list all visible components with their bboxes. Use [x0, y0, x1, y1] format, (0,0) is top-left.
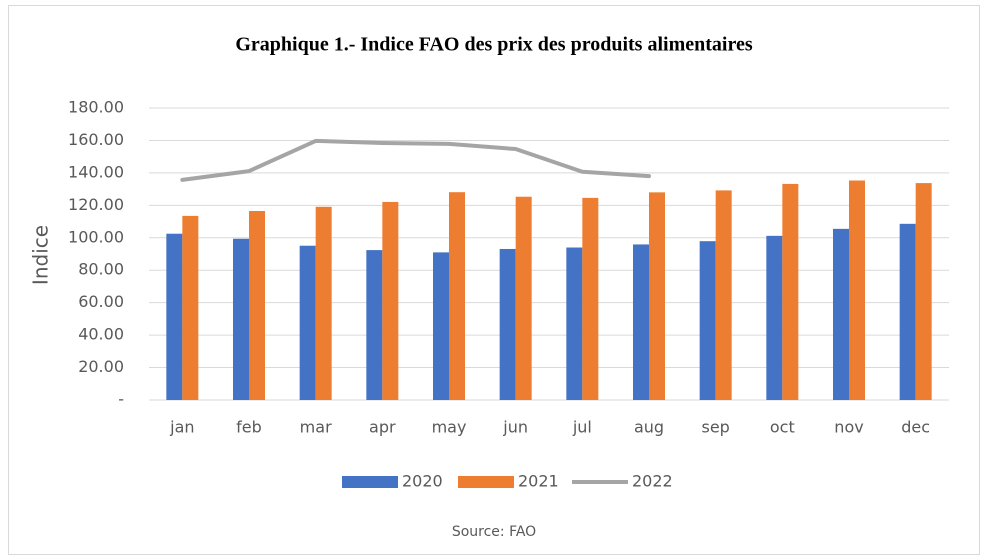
legend-swatch	[342, 476, 398, 488]
y-tick-label: 40.00	[78, 325, 124, 344]
y-tick-label: 60.00	[78, 292, 124, 311]
x-tick-label: jan	[169, 418, 194, 437]
bar	[433, 252, 449, 400]
y-tick-label: 160.00	[68, 130, 124, 149]
x-tick-label: nov	[834, 418, 863, 437]
bar	[566, 247, 583, 400]
x-tick-label: aug	[634, 418, 664, 437]
bar	[499, 248, 516, 400]
bar	[166, 233, 183, 400]
bar	[766, 235, 783, 400]
bar	[649, 192, 665, 400]
legend-swatch	[458, 476, 514, 488]
y-tick-label: 100.00	[68, 227, 124, 246]
x-tick-label: oct	[770, 418, 795, 437]
bar	[315, 206, 332, 400]
x-tick-label: jul	[572, 418, 592, 437]
bar	[233, 238, 249, 400]
x-tick-label: may	[432, 418, 467, 437]
x-tick-label: mar	[300, 418, 332, 437]
bar	[382, 201, 399, 400]
bar	[899, 223, 916, 400]
bar	[449, 192, 465, 400]
y-tick-label: 80.00	[78, 260, 124, 279]
bar	[915, 183, 932, 400]
y-tick-label: 140.00	[68, 162, 124, 181]
bar	[515, 196, 532, 400]
legend-label: 2022	[632, 472, 673, 491]
x-tick-label: apr	[369, 418, 396, 437]
bar	[299, 245, 316, 400]
line	[180, 138, 651, 182]
x-tick-label: jun	[502, 418, 528, 437]
source: Source: FAO	[452, 524, 536, 540]
bar	[582, 197, 599, 400]
y-tick-label: 20.00	[78, 357, 124, 376]
bar	[849, 180, 865, 400]
y-tick-label: 120.00	[68, 195, 124, 214]
y-tick-label: -	[118, 390, 124, 409]
bar	[366, 250, 383, 400]
x-tick-label: sep	[701, 418, 729, 437]
legend-label: 2020	[402, 472, 443, 491]
x-tick-label: feb	[236, 418, 262, 437]
legend-label: 2021	[518, 472, 559, 491]
bar	[833, 228, 849, 400]
bar	[633, 244, 649, 400]
y-axis-label: Indice	[29, 225, 53, 285]
bar	[182, 215, 199, 400]
y-tick-label: 180.00	[68, 98, 124, 117]
bar	[699, 241, 716, 400]
chart-title: Graphique 1.- Indice FAO des prix des pr…	[235, 34, 752, 56]
x-tick-label: dec	[901, 418, 930, 437]
bar	[715, 190, 732, 400]
bar	[249, 211, 265, 400]
bar	[782, 183, 799, 400]
